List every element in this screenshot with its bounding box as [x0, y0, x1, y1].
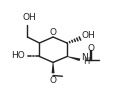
- Text: N: N: [81, 53, 88, 62]
- Text: O: O: [88, 44, 95, 53]
- Text: H: H: [83, 57, 89, 66]
- Text: O: O: [49, 76, 56, 85]
- Text: HO: HO: [11, 51, 25, 60]
- Text: OH: OH: [22, 13, 36, 22]
- Text: OH: OH: [81, 31, 95, 40]
- Polygon shape: [67, 56, 80, 61]
- Text: O: O: [50, 28, 57, 37]
- Polygon shape: [52, 62, 55, 73]
